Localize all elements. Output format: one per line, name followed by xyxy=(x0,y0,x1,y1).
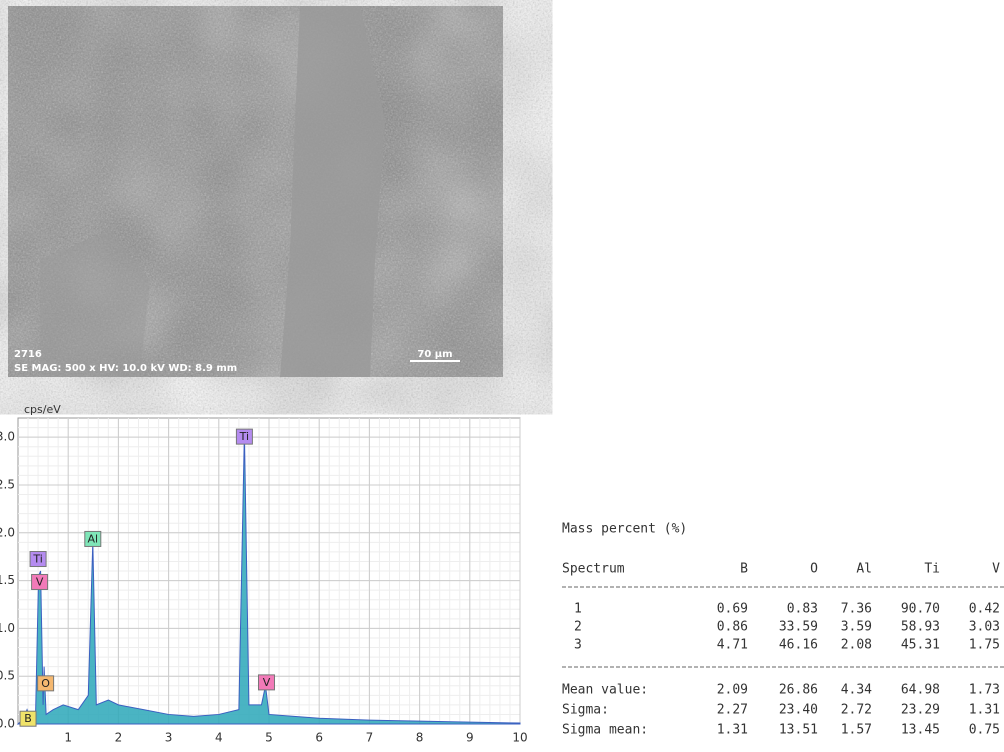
table-cell: 1 xyxy=(574,602,582,617)
table-header: Spectrum xyxy=(562,562,625,577)
summary-cell: 13.45 xyxy=(901,723,940,738)
summary-cell: 23.29 xyxy=(901,703,940,718)
summary-cell: 4.34 xyxy=(841,683,872,698)
sem-scale: 70 µm xyxy=(417,349,452,360)
table-cell: 0.86 xyxy=(717,620,748,635)
peak-label-box xyxy=(37,675,55,692)
summary-cell: 1.31 xyxy=(969,703,1000,718)
table-header: V xyxy=(992,562,1000,577)
peak-label-box xyxy=(31,573,49,590)
y-tick-label: 0.5 xyxy=(0,669,15,683)
peak-label: Al xyxy=(88,532,99,545)
table-header: B xyxy=(740,562,748,577)
y-tick-label: 3.0 xyxy=(0,430,15,444)
table-cell: 58.93 xyxy=(901,620,940,635)
peak-label: Ti xyxy=(32,553,42,566)
summary-cell: Mean value: xyxy=(562,683,648,698)
table-cell: 0.42 xyxy=(969,602,1000,617)
summary-cell: 64.98 xyxy=(901,683,940,698)
summary-cell: 1.57 xyxy=(841,723,872,738)
y-axis-label: cps/eV xyxy=(24,403,61,416)
table-header: Ti xyxy=(924,562,940,577)
peak-label: V xyxy=(36,575,44,588)
y-tick-label: 1.0 xyxy=(0,621,15,635)
summary-cell: 0.75 xyxy=(969,723,1000,738)
sem-caption: SE MAG: 500 x HV: 10.0 kV WD: 8.9 mm xyxy=(14,363,237,374)
summary-cell: 2.27 xyxy=(717,703,748,718)
x-tick-label: 8 xyxy=(416,731,424,745)
mass-table: Mass percent (%) Spectrum B O Al Ti V 1 0.69 0.83… xyxy=(562,522,1004,738)
peak-label: V xyxy=(263,676,271,689)
peak-label-box xyxy=(19,710,37,727)
table-cell: 0.69 xyxy=(717,602,748,617)
y-tick-label: 2.5 xyxy=(0,477,15,491)
x-tick-label: 7 xyxy=(366,731,374,745)
table-cell: 3.03 xyxy=(969,620,1000,635)
summary-cell: 2.72 xyxy=(841,703,872,718)
summary-cell: 26.86 xyxy=(779,683,818,698)
table-cell: 4.71 xyxy=(717,638,748,653)
summary-cell: Sigma: xyxy=(562,703,609,718)
table-title: Mass percent (%) xyxy=(562,522,687,537)
peak-label-box xyxy=(257,674,275,691)
summary-cell: 2.09 xyxy=(717,683,748,698)
sem-image: 2716 SE MAG: 500 x HV: 10.0 kV WD: 8.9 m… xyxy=(8,6,503,377)
summary-cell: 23.40 xyxy=(779,703,818,718)
peak-label-box xyxy=(84,530,102,547)
x-tick-label: 10 xyxy=(512,731,527,745)
sem-id: 2716 xyxy=(14,349,42,360)
table-cell: 45.31 xyxy=(901,638,940,653)
table-cell: 0.83 xyxy=(787,602,818,617)
x-tick-label: 2 xyxy=(115,731,123,745)
x-tick-label: 9 xyxy=(466,731,474,745)
peak-label-box xyxy=(29,551,47,568)
x-tick-label: 5 xyxy=(265,731,273,745)
table-header: O xyxy=(810,562,818,577)
spectrum-chart: cps/eV 1 2 3 4 5 6 7 8 9 10 0.0 0.5 1.0 1.5 2.0 2.5 3.0 T… xyxy=(0,403,528,745)
y-tick-label: 2.0 xyxy=(0,525,15,539)
x-tick-label: 3 xyxy=(165,731,173,745)
summary-cell: 1.31 xyxy=(717,723,748,738)
summary-cell: Sigma mean: xyxy=(562,723,648,738)
table-cell: 90.70 xyxy=(901,602,940,617)
peak-label: O xyxy=(41,677,50,690)
x-tick-label: 6 xyxy=(315,731,323,745)
table-header: Al xyxy=(856,562,872,577)
table-cell: 3 xyxy=(574,638,582,653)
table-cell: 33.59 xyxy=(779,620,818,635)
table-cell: 2 xyxy=(574,620,582,635)
y-tick-label: 0.0 xyxy=(0,717,15,731)
summary-cell: 13.51 xyxy=(779,723,818,738)
x-tick-label: 1 xyxy=(64,731,72,745)
table-cell: 3.59 xyxy=(841,620,872,635)
y-tick-label: 1.5 xyxy=(0,573,15,587)
x-tick-label: 4 xyxy=(215,731,223,745)
spectrum-area xyxy=(16,432,521,725)
peak-label: B xyxy=(24,712,32,725)
table-cell: 1.75 xyxy=(969,638,1000,653)
summary-cell: 1.73 xyxy=(969,683,1000,698)
peak-label: Ti xyxy=(239,430,249,443)
table-cell: 46.16 xyxy=(779,638,818,653)
peak-label-box xyxy=(235,428,253,445)
table-cell: 7.36 xyxy=(841,602,872,617)
table-cell: 2.08 xyxy=(841,638,872,653)
